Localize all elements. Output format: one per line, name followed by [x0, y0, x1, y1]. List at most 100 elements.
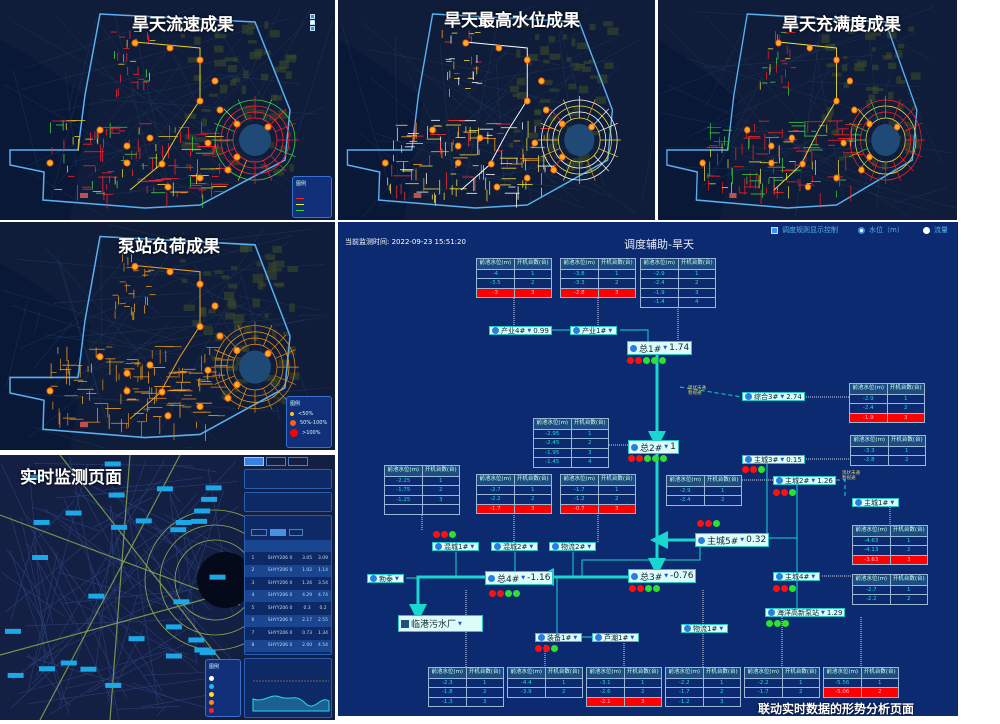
pump-station-marker[interactable] [806, 44, 813, 52]
monitor-point-label[interactable] [65, 510, 82, 516]
tab[interactable] [266, 457, 286, 466]
pump-station-marker[interactable] [146, 361, 154, 369]
table-row[interactable]: 5 SHYY206 0 0.3 0.2 [245, 602, 331, 615]
pump-station-marker[interactable] [833, 56, 840, 64]
pump-station-marker[interactable] [429, 126, 436, 134]
pump-station-marker[interactable] [538, 77, 545, 85]
monitor-point-label[interactable] [7, 672, 24, 678]
pump-station-marker[interactable] [233, 346, 241, 355]
pump-station[interactable]: 主城2# ▼ 1.26 [773, 476, 836, 485]
dropdown-icon[interactable]: ▼ [470, 543, 475, 550]
pump-station-marker[interactable] [382, 159, 389, 167]
monitor-point-label[interactable] [188, 637, 205, 643]
pump-station-marker[interactable] [264, 123, 272, 131]
pump-station-marker[interactable] [454, 142, 462, 150]
monitor-point-label[interactable] [4, 628, 21, 634]
monitor-point-label[interactable] [108, 492, 125, 498]
pump-station[interactable]: 海洋高新泵站 ▼ 1.29 [765, 608, 846, 617]
pump-station-marker[interactable] [46, 159, 54, 167]
dropdown-icon[interactable]: ▼ [529, 543, 534, 550]
sidebar-tabs[interactable] [244, 457, 335, 466]
pump-station[interactable]: 总3# ▼ -0.76 [628, 569, 697, 583]
pump-station[interactable]: 装备1# ▼ [535, 633, 583, 642]
monitor-point-label[interactable] [201, 496, 218, 502]
pump-station-marker[interactable] [233, 153, 241, 161]
table-row[interactable]: 6 SHYY206 0 2.17 2.55 [245, 614, 331, 627]
table-row[interactable]: 7 SHYY206 0 0.73 1.34 [245, 627, 331, 640]
pump-station-marker[interactable] [775, 39, 782, 47]
dropdown-icon[interactable]: ▼ [719, 625, 724, 632]
pump-station-marker[interactable] [216, 106, 224, 114]
pump-station-marker[interactable] [454, 159, 462, 167]
monitor-point-label[interactable] [170, 527, 187, 533]
pump-station-marker[interactable] [462, 39, 470, 47]
pump-station-marker[interactable] [523, 97, 531, 105]
pump-station-marker[interactable] [233, 120, 241, 128]
table-row[interactable]: 2 SHYY206 0 1.02 1.14 [245, 564, 331, 577]
pump-station-marker[interactable] [123, 369, 131, 377]
pump-station-marker[interactable] [224, 394, 232, 402]
pump-station-marker[interactable] [840, 139, 847, 147]
pump-station-marker[interactable] [123, 142, 131, 150]
dropdown-icon[interactable]: ▼ [608, 327, 613, 334]
pump-station-marker[interactable] [558, 120, 566, 128]
pump-station-marker[interactable] [131, 262, 139, 271]
table-row[interactable]: 8 SHYY206 0 2.00 4.54 [245, 639, 331, 652]
pump-station[interactable]: 主城4# ▼ [773, 572, 821, 581]
monitor-point-label[interactable] [38, 666, 55, 672]
pump-station-marker[interactable] [846, 77, 854, 85]
monitor-point-label[interactable] [199, 649, 216, 655]
monitor-point-label[interactable] [25, 474, 42, 480]
pump-station-marker[interactable] [523, 56, 531, 64]
pump-station[interactable]: 总4# ▼ -1.16 [485, 571, 554, 585]
pump-station-marker[interactable] [166, 268, 174, 276]
monitor-point-label[interactable] [156, 486, 173, 492]
monitor-point-label[interactable] [205, 485, 222, 491]
dropdown-icon[interactable]: ▼ [821, 609, 825, 616]
pump-station[interactable]: 主城3# ▼ 0.15 [742, 455, 805, 464]
pump-station[interactable]: 总2# ▼ 1 [628, 440, 679, 454]
pump-station[interactable]: 产业1# ▼ [570, 326, 618, 335]
pump-station-marker[interactable] [196, 97, 204, 105]
treatment-plant-marker[interactable] [80, 193, 88, 198]
pump-station-marker[interactable] [264, 349, 272, 358]
dropdown-icon[interactable]: ▼ [630, 634, 635, 641]
pump-station-marker[interactable] [588, 123, 595, 131]
pump-station-marker[interactable] [204, 366, 212, 374]
radio-flow[interactable]: 流量 [923, 225, 948, 235]
rule-display-toggle[interactable]: 调度规则显示控制 [771, 225, 838, 235]
pump-station[interactable]: 总1# ▼ 1.74 [627, 341, 693, 355]
pump-station-marker[interactable] [131, 39, 139, 47]
pump-station[interactable]: 综合3# ▼ 2.74 [742, 392, 805, 401]
pump-station-marker[interactable] [866, 120, 873, 128]
pump-station-marker[interactable] [866, 153, 873, 161]
table-row[interactable]: 4 SHYY206 0 4.29 4.74 [245, 589, 331, 602]
monitor-point-label[interactable] [60, 660, 77, 666]
treatment-plant-marker[interactable] [413, 193, 422, 198]
monitor-point-label[interactable] [32, 555, 49, 561]
pump-station[interactable]: 物流1# ▼ [681, 624, 729, 633]
pump-station-marker[interactable] [158, 388, 166, 396]
monitor-point-label[interactable] [191, 518, 208, 524]
dropdown-icon[interactable]: ▼ [780, 393, 785, 400]
device-filter[interactable] [244, 469, 332, 489]
pump-station-marker[interactable] [216, 332, 224, 340]
dropdown-icon[interactable]: ▼ [527, 327, 532, 334]
layer-toggles[interactable] [310, 14, 315, 32]
flow-map[interactable] [0, 0, 335, 220]
pump-station-marker[interactable] [123, 387, 131, 395]
pump-station-marker[interactable] [768, 159, 775, 167]
pump-station-marker[interactable] [164, 183, 172, 191]
pump-station-marker[interactable] [894, 123, 901, 131]
pump-station[interactable]: 主城5# ▼ 0.32 [695, 533, 770, 547]
monitor-point-label[interactable] [105, 682, 122, 688]
dropdown-icon[interactable]: ▼ [663, 345, 668, 351]
monitor-point-label[interactable] [209, 574, 226, 580]
pump-station-marker[interactable] [768, 142, 775, 150]
pump-station-marker[interactable] [196, 402, 204, 411]
pump-station-marker[interactable] [166, 44, 174, 52]
pump-station-marker[interactable] [196, 323, 204, 331]
pump-station-marker[interactable] [550, 166, 558, 174]
pump-station[interactable]: 物流2# ▼ [549, 542, 597, 551]
dropdown-icon[interactable]: ▼ [780, 456, 785, 463]
